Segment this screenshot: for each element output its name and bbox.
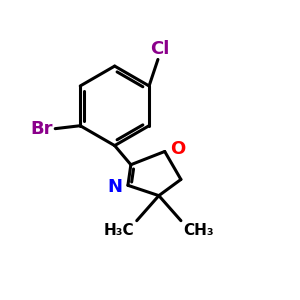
Text: Cl: Cl <box>150 40 169 58</box>
Text: Br: Br <box>30 120 53 138</box>
Text: O: O <box>170 140 185 158</box>
Text: H₃C: H₃C <box>104 223 134 238</box>
Text: N: N <box>108 178 123 196</box>
Text: CH₃: CH₃ <box>183 223 214 238</box>
